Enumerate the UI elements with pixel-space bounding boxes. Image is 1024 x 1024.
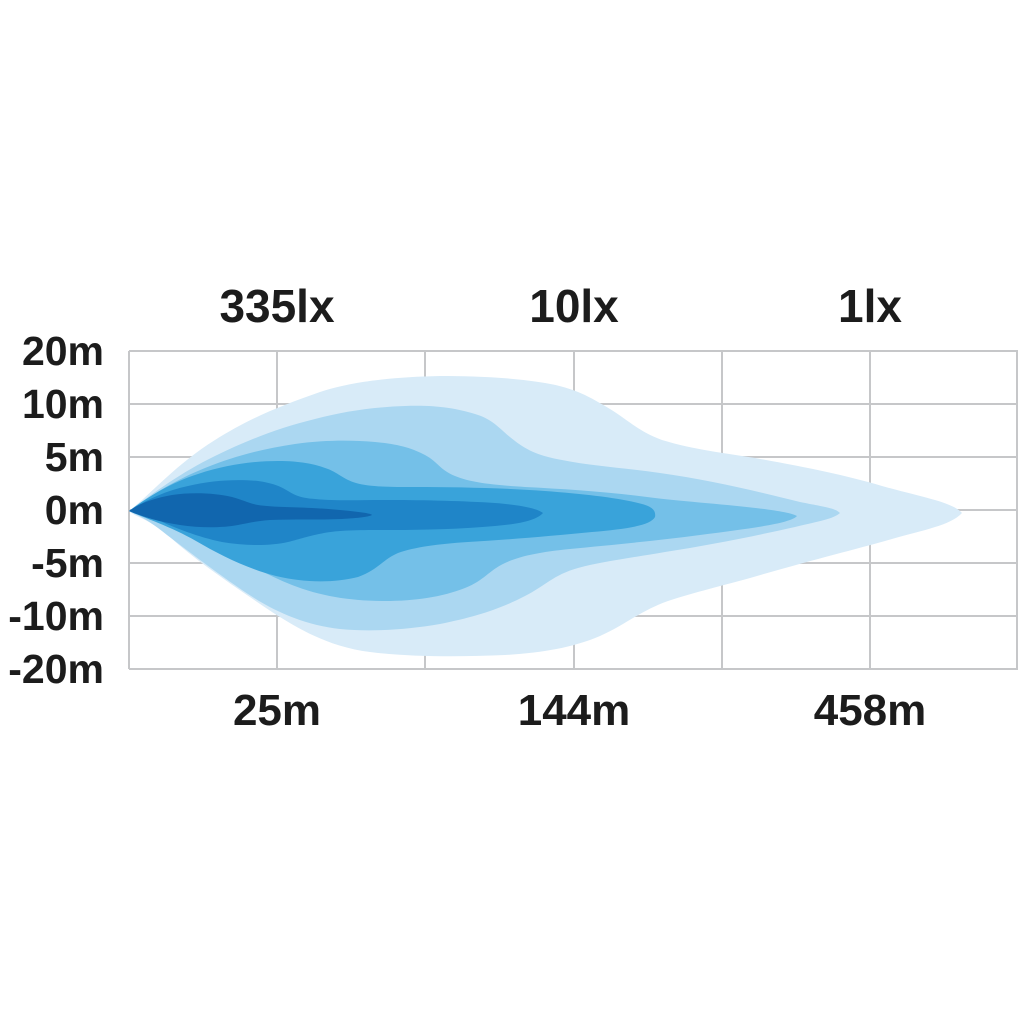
top-axis-label-335lx: 335lx [219,280,335,332]
beam-contour-group [129,376,962,657]
bottom-axis-label-458m: 458m [813,686,927,735]
y-axis-label-minus20m: -20m [8,646,104,692]
bottom-axis-label-25m: 25m [232,686,322,735]
y-axis-label-20m: 20m [21,328,104,374]
isolux-contour-core [129,493,372,528]
y-axis-label-5m: 5m [44,434,104,480]
top-axis-label-1lx: 1lx [838,280,902,332]
y-axis-label-minus5m: -5m [31,540,104,586]
y-axis-label-minus10m: -10m [8,593,104,639]
y-axis-label-0m: 0m [44,487,104,533]
top-axis-label-10lx: 10lx [529,280,619,332]
y-axis-label-10m: 10m [21,381,104,427]
bottom-axis-label-144m: 144m [517,686,631,735]
